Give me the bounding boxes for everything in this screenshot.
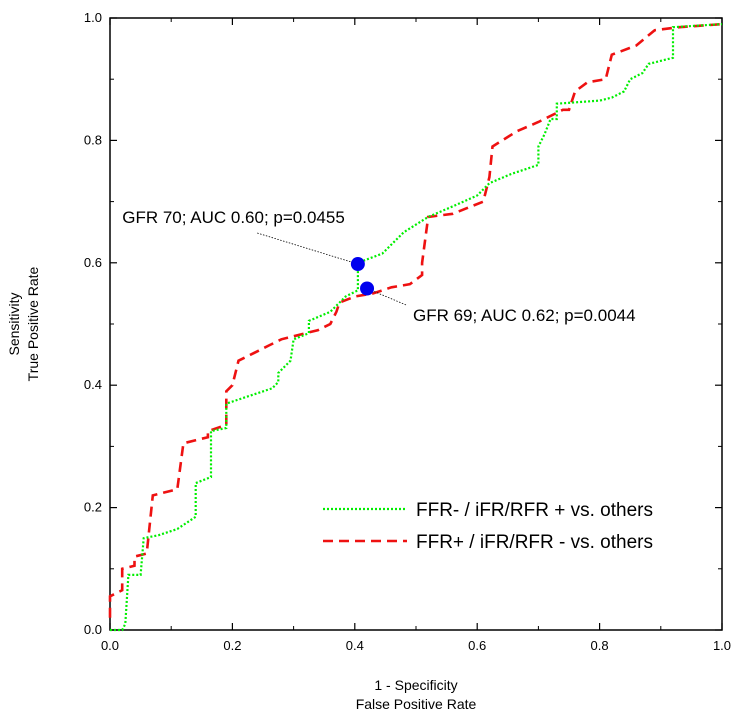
legend-label-0: FFR- / iFR/RFR + vs. others bbox=[416, 500, 653, 521]
x-axis-title-line-1: 1 - Specificity bbox=[374, 677, 457, 693]
cutoff-point-marker bbox=[360, 281, 375, 296]
y-tick-label: 0.6 bbox=[84, 255, 102, 270]
x-tick-label: 0.8 bbox=[591, 638, 609, 653]
annotation-label: GFR 69; AUC 0.62; p=0.0044 bbox=[413, 306, 636, 325]
x-axis-title-line-2: False Positive Rate bbox=[356, 696, 477, 712]
legend-label-1: FFR+ / iFR/RFR - vs. others bbox=[416, 532, 653, 553]
x-tick-label: 0.6 bbox=[468, 638, 486, 653]
annotation-label: GFR 70; AUC 0.60; p=0.0455 bbox=[122, 208, 345, 227]
x-tick-label: 0.0 bbox=[101, 638, 119, 653]
series-group bbox=[108, 22, 723, 632]
cutoff-point-marker bbox=[350, 257, 365, 272]
y-tick-label: 1.0 bbox=[84, 10, 102, 25]
x-tick-label: 1.0 bbox=[713, 638, 731, 653]
y-axis-title-line-1: Sensitivity bbox=[6, 292, 22, 355]
annotation-leader-line bbox=[366, 288, 407, 306]
y-tick-label: 0.4 bbox=[84, 377, 102, 392]
annotations-group: GFR 70; AUC 0.60; p=0.0455 GFR 69; AUC 0.… bbox=[122, 208, 635, 325]
annotation-leader-line bbox=[257, 232, 358, 265]
y-tick-label: 0.0 bbox=[84, 622, 102, 637]
y-axis-title-line-2: True Positive Rate bbox=[25, 266, 41, 381]
y-tick-label: 0.2 bbox=[84, 500, 102, 515]
legend: FFR- / iFR/RFR + vs. others FFR+ / iFR/RF… bbox=[323, 500, 653, 553]
y-tick-label: 0.8 bbox=[84, 132, 102, 147]
x-tick-label: 0.4 bbox=[346, 638, 364, 653]
axis-ticks: 0.0 0.2 0.4 0.6 0.8 1.0 0.0 0.2 0.4 0.6 0.8 1.0 bbox=[84, 10, 731, 653]
series-line-1 bbox=[108, 22, 723, 618]
x-tick-label: 0.2 bbox=[223, 638, 241, 653]
